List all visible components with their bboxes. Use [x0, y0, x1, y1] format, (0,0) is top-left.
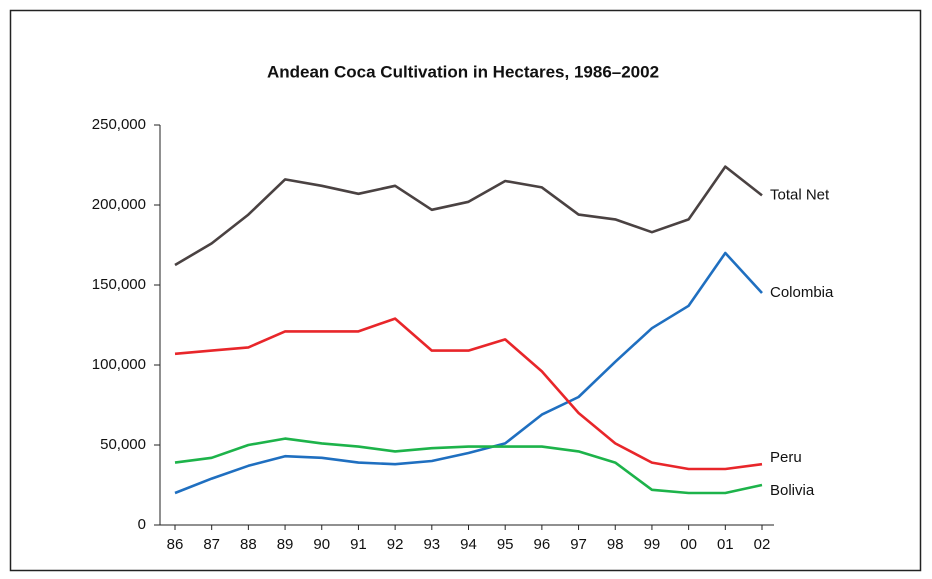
x-tick-label: 91	[350, 536, 367, 553]
x-tick-label: 88	[240, 536, 257, 553]
y-tick-label: 50,000	[100, 436, 146, 453]
x-tick-label: 95	[497, 536, 514, 553]
x-tick-label: 92	[387, 536, 404, 553]
series-label: Peru	[770, 449, 802, 466]
x-tick-label: 00	[680, 536, 697, 553]
series-label: Bolivia	[770, 482, 815, 499]
y-tick-label: 100,000	[92, 356, 146, 373]
x-tick-label: 93	[423, 536, 440, 553]
chart: Andean Coca Cultivation in Hectares, 198…	[0, 0, 932, 579]
y-tick-label: 150,000	[92, 276, 146, 293]
y-tick-label: 200,000	[92, 196, 146, 213]
x-tick-label: 87	[203, 536, 220, 553]
x-tick-label: 99	[644, 536, 661, 553]
chart-title: Andean Coca Cultivation in Hectares, 198…	[267, 62, 659, 81]
x-tick-label: 94	[460, 536, 477, 553]
x-tick-label: 96	[534, 536, 551, 553]
x-tick-label: 01	[717, 536, 734, 553]
page: {"chart_data": {"type": "line", "title":…	[0, 0, 932, 579]
series-label: Colombia	[770, 284, 834, 301]
x-tick-label: 97	[570, 536, 587, 553]
x-tick-label: 86	[167, 536, 184, 553]
y-tick-label: 250,000	[92, 116, 146, 133]
x-tick-label: 89	[277, 536, 294, 553]
x-tick-label: 98	[607, 536, 624, 553]
x-tick-label: 02	[754, 536, 771, 553]
x-tick-label: 90	[313, 536, 330, 553]
series-label: Total Net	[770, 186, 830, 203]
y-tick-label: 0	[138, 516, 146, 533]
